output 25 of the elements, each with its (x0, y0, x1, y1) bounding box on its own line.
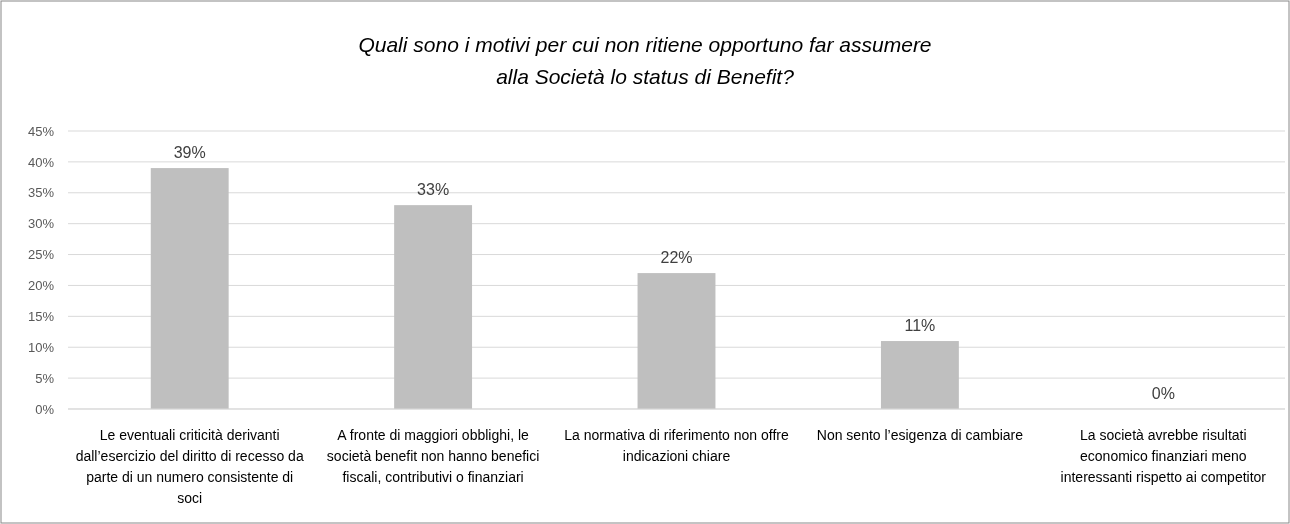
x-tick-label: A fronte di maggiori obblighi, le società benefit non hanno benefici fiscali, contributivi o finanziari (326, 427, 540, 485)
x-tick-label: Le eventuali criticità derivanti dall’esercizio del diritto di recesso da parte di un numero consistente di soci (75, 427, 304, 506)
y-tick-label: 10% (27, 339, 55, 355)
y-tick-label: 15% (27, 308, 55, 324)
y-tick-label: 0% (35, 401, 55, 417)
y-tick-label: 20% (27, 278, 55, 294)
y-tick-label: 25% (27, 247, 55, 263)
y-tick-label: 45% (27, 123, 55, 139)
y-tick-label: 5% (35, 370, 55, 386)
bar (394, 205, 473, 409)
y-tick-label: 30% (27, 216, 55, 232)
y-tick-label: 35% (27, 185, 55, 201)
data-label: 22% (660, 249, 693, 267)
data-label: 0% (1151, 385, 1175, 402)
data-label: 33% (417, 181, 450, 199)
data-label: 11% (904, 317, 936, 335)
chart-title: Quali sono i motivi per cui non ritiene opportuno far assumere alla Società lo status di Benefit? (358, 33, 932, 88)
bar (880, 341, 959, 409)
y-tick-label: 40% (27, 154, 55, 170)
bar (150, 168, 229, 409)
bar (637, 273, 716, 409)
data-label: 39% (173, 144, 206, 162)
x-tick-label: La società avrebbe risultati economico finanziari meno interessanti rispetto ai competitor (1060, 427, 1267, 485)
x-tick-label: La normativa di riferimento non offre indicazioni chiare (564, 427, 790, 464)
x-tick-label: Non sento l’esigenza di cambiare (816, 427, 1024, 443)
